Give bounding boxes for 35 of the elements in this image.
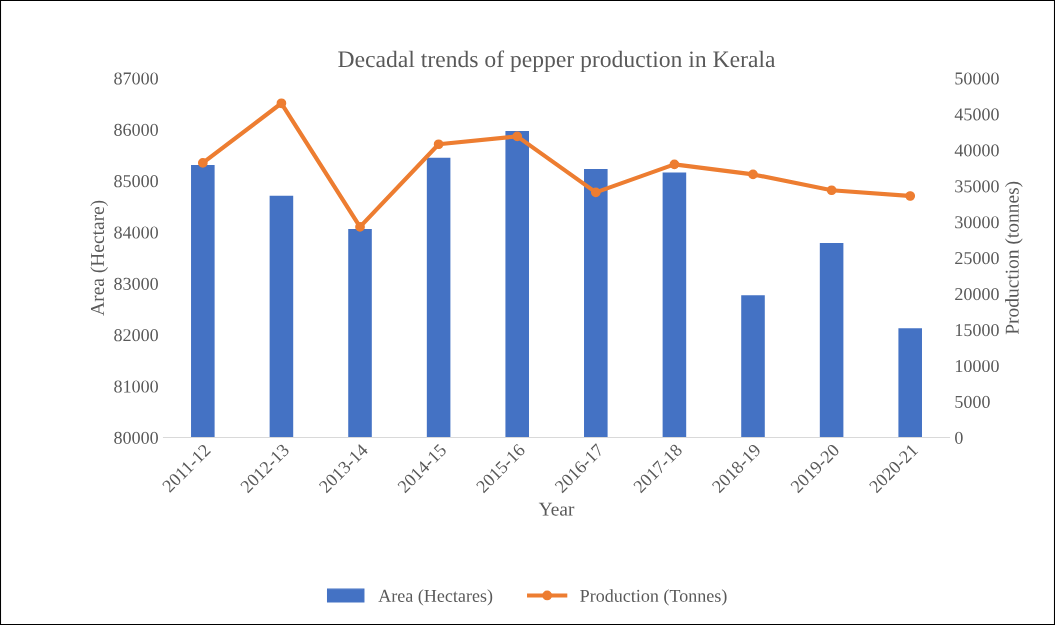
point [276, 98, 287, 109]
chart-title: Decadal trends of pepper production in Kerala [338, 50, 776, 73]
y2-tick-label: 40000 [954, 144, 999, 157]
point [355, 222, 365, 232]
y2-tick-label: 45000 [954, 108, 999, 121]
y2-tick-label: 20000 [955, 288, 999, 301]
point [197, 158, 208, 168]
y-tick-label: 83000 [114, 277, 158, 290]
y2-tick-label: 30000 [955, 216, 999, 229]
x-axis-title: Year [538, 502, 575, 516]
y2-axis-title: Production (tonnes) [1005, 181, 1023, 335]
point [512, 131, 523, 142]
y2-tick-label: 50000 [955, 72, 999, 85]
y2-tick-label: 5000 [955, 395, 990, 408]
y2-tick-label: 25000 [955, 252, 999, 265]
point [669, 159, 680, 170]
legend-label: Production (Tonnes) [580, 589, 727, 606]
y2-tick-label: 0 [955, 431, 963, 444]
y2-tick-label: 10000 [955, 359, 999, 373]
y-tick-label: 80000 [114, 431, 158, 444]
point [905, 191, 916, 201]
y-tick-label: 87000 [114, 72, 158, 85]
point [433, 139, 444, 150]
legend-label: Area (Hectares) [378, 589, 493, 606]
y2-tick-label: 15000 [955, 323, 999, 337]
y-tick-label: 81000 [114, 380, 158, 393]
point [748, 169, 758, 180]
point [590, 187, 601, 198]
y-tick-label: 84000 [114, 226, 158, 239]
y-tick-label: 86000 [114, 123, 158, 136]
y2-tick-label: 35000 [955, 180, 999, 193]
y-tick-label: 82000 [114, 329, 158, 342]
y-axis-title: Area (Hectare) [90, 200, 108, 316]
y-tick-label: 85000 [114, 175, 158, 188]
point [826, 185, 837, 196]
